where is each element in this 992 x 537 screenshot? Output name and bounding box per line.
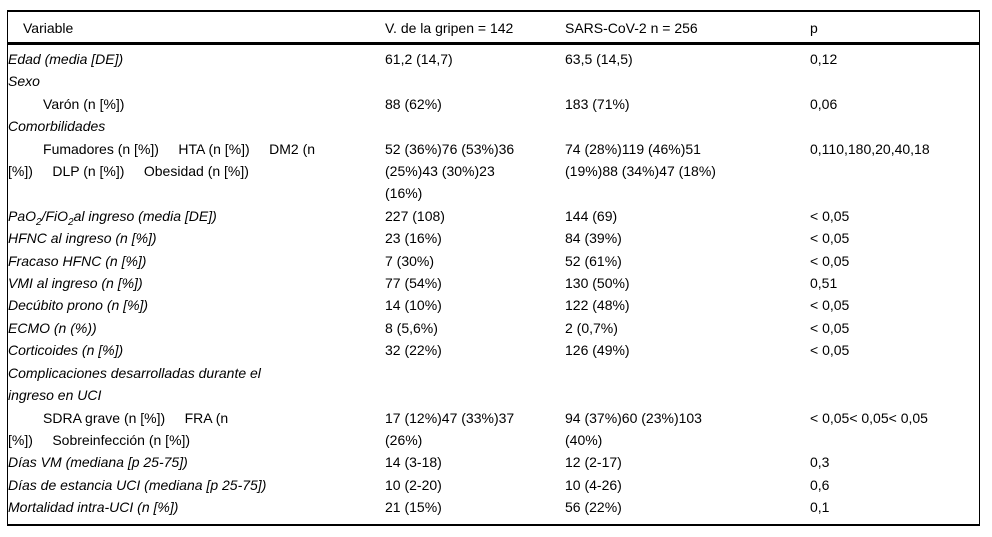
gripe-value-cell: 32 (22%) — [385, 342, 442, 359]
p-value-cell — [810, 115, 979, 137]
table-row: Corticoides (n [%]) 32 (22%) 126 (49%) < 0,… — [8, 339, 979, 361]
table-row: VMI al ingreso (n [%]) 77 (54%) 130 (50%) 0… — [8, 272, 979, 294]
p-value-cell: < 0,05 — [810, 319, 850, 336]
table-row: Mortalidad intra-UCI (n [%]) 21 (15%) 56 (… — [8, 496, 979, 523]
variable-cell: VMI al ingreso (n [%]) — [8, 275, 143, 292]
gripe-value-cell: 14 (3-18) — [385, 454, 442, 471]
sars-value-cell: 126 (49%) — [565, 342, 630, 359]
variable-cell: Edad (media [DE]) — [8, 51, 124, 67]
variable-cell: Días de estancia UCI (mediana [p 25-75]) — [8, 476, 267, 493]
variable-cell: HFNC al ingreso (n [%]) — [8, 230, 157, 247]
subscript: 2 — [68, 216, 74, 228]
p-value-cell: 0,6 — [810, 476, 830, 493]
table-row: Decúbito prono (n [%]) 14 (10%) 122 (48%) <… — [8, 294, 979, 316]
table-row: Complicaciones desarrolladas durante el … — [8, 362, 979, 407]
p-value-cell: < 0,05 — [810, 207, 850, 224]
col-header-p: p — [810, 12, 979, 45]
gripe-value-cell: 17 (12%)47 (33%)37 (26%) — [385, 409, 515, 448]
variable-cell: SDRA grave (n [%]) FRA (n [%]) Sobreinfe… — [8, 409, 229, 448]
gripe-value-cell: 23 (16%) — [385, 230, 442, 247]
table-body: Edad (media [DE]) 61,2 (14,7) 63,5 (14,5) 0… — [8, 44, 979, 524]
p-value-cell: < 0,05 — [810, 230, 850, 247]
sars-value-cell: 74 (28%)119 (46%)51 (19%)88 (34%)47 (18%… — [565, 140, 716, 180]
table-row: Comorbilidades — [8, 115, 979, 137]
sars-value-cell: 144 (69) — [565, 207, 618, 224]
p-value-cell: 0,1 — [810, 499, 830, 516]
variable-cell: PaO2/FiO2al ingreso (media [DE]) — [8, 207, 217, 228]
sars-value-cell: 12 (2-17) — [565, 454, 622, 471]
p-value-cell — [810, 362, 979, 407]
p-value-cell: 0,12 — [810, 51, 838, 67]
sars-value-cell: 56 (22%) — [565, 499, 622, 516]
gripe-value-cell: 7 (30%) — [385, 252, 435, 269]
p-value-cell: 0,06 — [810, 95, 838, 112]
p-value-cell — [810, 70, 979, 92]
gripe-value-cell: 52 (36%)76 (53%)36 (25%)43 (30%)23 (16%) — [385, 140, 515, 202]
header-row: Variable V. de la gripen = 142 SARS-CoV-… — [8, 12, 979, 45]
variable-cell: Decúbito prono (n [%]) — [8, 297, 149, 314]
gripe-value-cell: 77 (54%) — [385, 275, 442, 292]
variable-cell: ECMO (n (%)) — [8, 319, 97, 336]
sars-value-cell: 122 (48%) — [565, 297, 630, 314]
table-row: HFNC al ingreso (n [%]) 23 (16%) 84 (39%) <… — [8, 227, 979, 249]
table-row: Días VM (mediana [p 25-75]) 14 (3-18) 12 (… — [8, 451, 979, 473]
table-row: ECMO (n (%)) 8 (5,6%) 2 (0,7%) < 0,05 — [8, 317, 979, 339]
patient-comparison-table: Variable V. de la gripen = 142 SARS-CoV-… — [8, 12, 979, 524]
table-row: Días de estancia UCI (mediana [p 25-75])… — [8, 474, 979, 496]
variable-cell: Fracaso HFNC (n [%]) — [8, 252, 147, 269]
col-header-variable: Variable — [8, 12, 385, 45]
gripe-value-cell — [385, 362, 565, 407]
p-value-cell: 0,51 — [810, 275, 838, 292]
gripe-value-cell: 14 (10%) — [385, 297, 442, 314]
sars-value-cell: 2 (0,7%) — [565, 319, 618, 336]
gripe-value-cell: 227 (108) — [385, 207, 445, 224]
table-row: PaO2/FiO2al ingreso (media [DE]) 227 (108… — [8, 205, 979, 227]
variable-cell: Complicaciones desarrolladas durante el … — [8, 364, 261, 404]
sars-value-cell: 84 (39%) — [565, 230, 622, 247]
subscript: 2 — [36, 216, 42, 228]
table-row: Varón (n [%]) 88 (62%) 183 (71%) 0,06 — [8, 93, 979, 115]
sars-value-cell — [565, 362, 810, 407]
gripe-value-cell: 61,2 (14,7) — [385, 51, 453, 67]
sars-value-cell: 63,5 (14,5) — [565, 51, 633, 67]
variable-cell: Días VM (mediana [p 25-75]) — [8, 454, 188, 471]
table-row: Fumadores (n [%]) HTA (n [%]) DM2 (n [%]… — [8, 138, 979, 205]
gripe-value-cell — [385, 115, 565, 137]
variable-cell: Fumadores (n [%]) HTA (n [%]) DM2 (n [%]… — [8, 140, 316, 180]
variable-cell: Varón (n [%]) — [8, 95, 125, 112]
gripe-value-cell: 88 (62%) — [385, 95, 442, 112]
p-value-cell: 0,110,180,20,40,18 — [810, 140, 930, 157]
p-value-cell: < 0,05 — [810, 342, 850, 359]
p-value-cell: < 0,05 — [810, 297, 850, 314]
p-value-cell: 0,3 — [810, 454, 830, 471]
table-row: Edad (media [DE]) 61,2 (14,7) 63,5 (14,5) 0… — [8, 44, 979, 71]
sars-value-cell: 130 (50%) — [565, 275, 630, 292]
p-value-cell: < 0,05< 0,05< 0,05 — [810, 409, 928, 426]
sars-value-cell: 94 (37%)60 (23%)103 (40%) — [565, 409, 702, 448]
sars-value-cell: 10 (4-26) — [565, 476, 622, 493]
sars-value-cell: 52 (61%) — [565, 252, 622, 269]
table-row: Fracaso HFNC (n [%]) 7 (30%) 52 (61%) < 0,0… — [8, 250, 979, 272]
gripe-value-cell: 10 (2-20) — [385, 476, 442, 493]
table-row: SDRA grave (n [%]) FRA (n [%]) Sobreinfe… — [8, 407, 979, 452]
gripe-value-cell: 21 (15%) — [385, 499, 442, 516]
gripe-value-cell: 8 (5,6%) — [385, 319, 438, 336]
sars-value-cell: 183 (71%) — [565, 95, 630, 112]
gripe-value-cell — [385, 70, 565, 92]
comparison-table-frame: Variable V. de la gripen = 142 SARS-CoV-… — [7, 10, 980, 526]
p-value-cell: < 0,05 — [810, 252, 850, 269]
col-header-gripe: V. de la gripen = 142 — [385, 12, 565, 45]
table-row: Sexo — [8, 70, 979, 92]
variable-cell: Mortalidad intra-UCI (n [%]) — [8, 499, 179, 516]
variable-cell: Corticoides (n [%]) — [8, 342, 124, 359]
col-header-sars: SARS-CoV-2 n = 256 — [565, 12, 810, 45]
variable-cell: Sexo — [8, 73, 40, 90]
sars-value-cell — [565, 70, 810, 92]
variable-cell: Comorbilidades — [8, 118, 106, 135]
sars-value-cell — [565, 115, 810, 137]
